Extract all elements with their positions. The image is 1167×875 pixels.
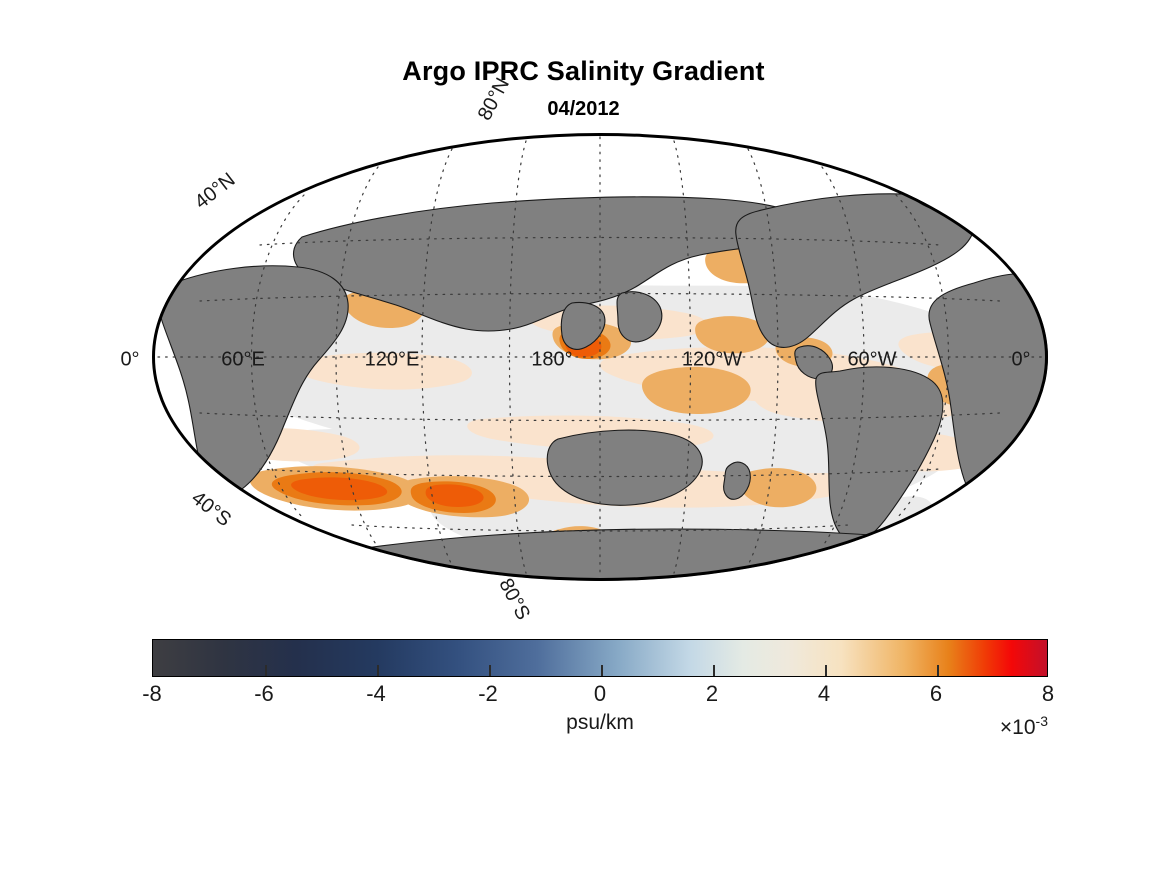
lon-label-0w: 0°	[1011, 348, 1031, 371]
lon-label-120e: 120°E	[364, 348, 420, 371]
colorbar-tick	[713, 665, 715, 676]
colorbar-tick	[265, 665, 267, 676]
map-plot-area	[152, 133, 1048, 581]
colorbar-tick	[489, 665, 491, 676]
colorbar-tick	[377, 665, 379, 676]
colorbar-tick	[601, 665, 603, 676]
lat-label-80s: 80°S	[494, 574, 535, 624]
colorbar-unit-label: psu/km	[566, 711, 634, 734]
colorbar-tick-label-4: 4	[817, 681, 831, 706]
colorbar-tick	[937, 665, 939, 676]
lon-label-60w: 60°W	[847, 348, 897, 371]
lon-label-60e: 60°E	[221, 348, 265, 371]
colorbar-tick-label-8: 8	[1041, 681, 1055, 706]
colorbar-exponent-value: -3	[1035, 713, 1048, 729]
colorbar-exponent-label: ×10-3	[1000, 713, 1048, 740]
colorbar-tick-label-m4: -4	[366, 681, 386, 706]
lon-label-120w: 120°W	[681, 348, 743, 371]
colorbar-exponent-prefix: ×10	[999, 716, 1036, 739]
colorbar-tick-label-m2: -2	[478, 681, 498, 706]
colorbar-tick	[825, 665, 827, 676]
lon-label-0e: 0°	[120, 348, 140, 371]
map-svg	[152, 133, 1048, 581]
colorbar-tick-label-2: 2	[705, 681, 719, 706]
figure-subtitle: 04/2012	[547, 98, 620, 120]
colorbar-tick-label-0: 0	[593, 681, 607, 706]
map-clip-region	[152, 133, 1048, 581]
page-title: Argo IPRC Salinity Gradient	[402, 56, 765, 86]
colorbar-tick-label-6: 6	[929, 681, 943, 706]
colorbar-tick-labels: -8 -6 -4 -2 0 2 4 6 8	[142, 681, 1054, 711]
colorbar-gradient[interactable]	[152, 639, 1048, 677]
colorbar[interactable]: -8 -6 -4 -2 0 2 4 6 8 psu/km ×10-3	[142, 639, 1054, 739]
colorbar-tick-label-m8: -8	[142, 681, 162, 706]
lon-label-180: 180°	[531, 348, 573, 371]
colorbar-tick-label-m6: -6	[254, 681, 274, 706]
graticule	[157, 136, 1043, 578]
